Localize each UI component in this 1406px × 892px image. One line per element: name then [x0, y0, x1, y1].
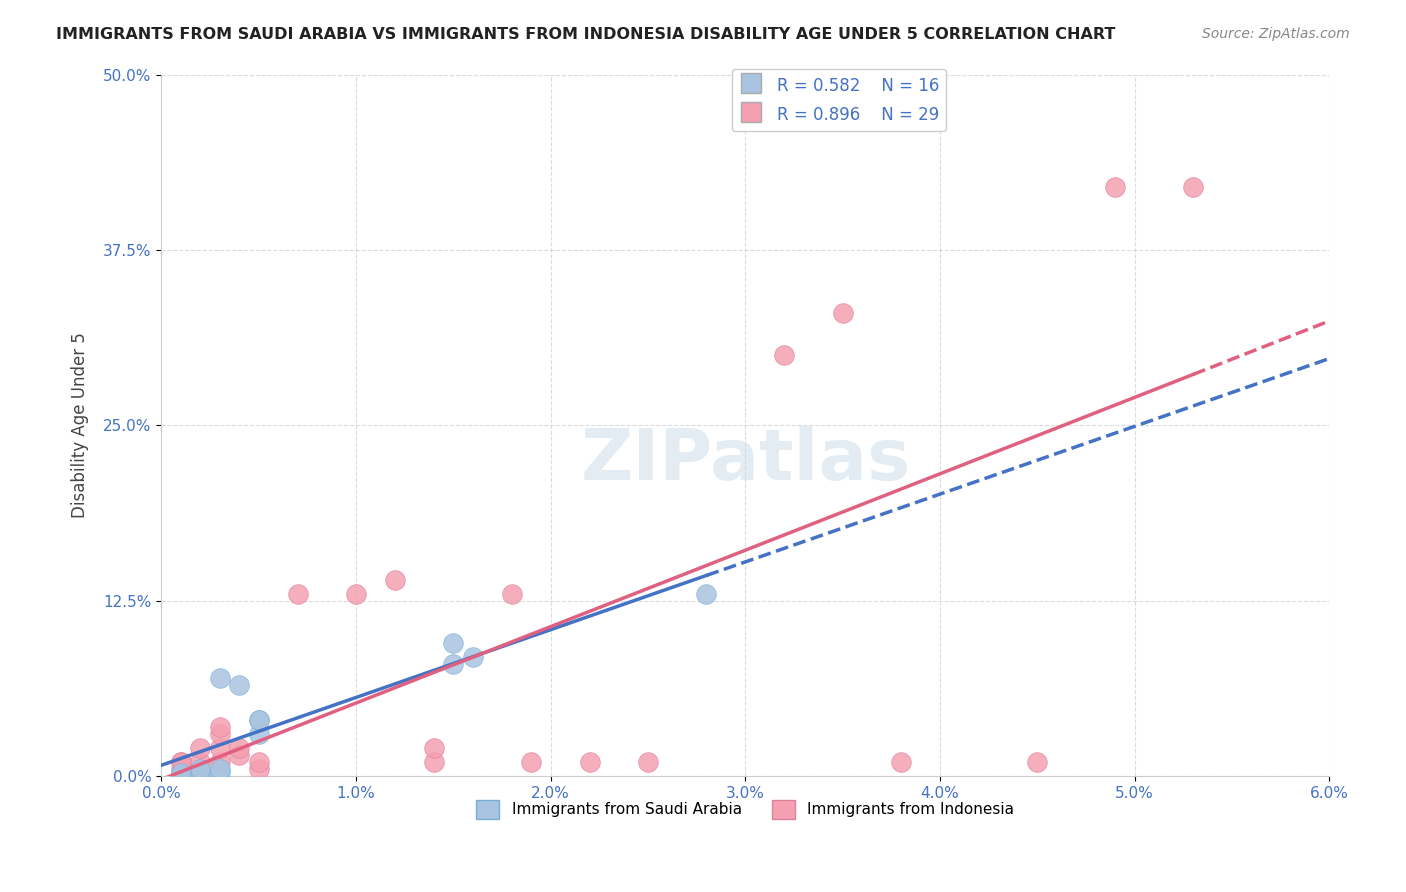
Point	[208, 671, 231, 685]
Text: IMMIGRANTS FROM SAUDI ARABIA VS IMMIGRANTS FROM INDONESIA DISABILITY AGE UNDER 5: IMMIGRANTS FROM SAUDI ARABIA VS IMMIGRAN…	[56, 27, 1115, 42]
Point	[208, 762, 231, 776]
Point	[695, 587, 717, 601]
Point	[188, 764, 211, 778]
Point	[287, 587, 309, 601]
Point	[501, 587, 523, 601]
Point	[247, 713, 270, 727]
Point	[170, 762, 193, 776]
Legend: Immigrants from Saudi Arabia, Immigrants from Indonesia: Immigrants from Saudi Arabia, Immigrants…	[470, 794, 1021, 825]
Point	[637, 755, 659, 769]
Point	[773, 348, 796, 362]
Point	[188, 741, 211, 756]
Point	[170, 766, 193, 780]
Point	[461, 649, 484, 664]
Point	[170, 755, 193, 769]
Point	[170, 755, 193, 769]
Text: Source: ZipAtlas.com: Source: ZipAtlas.com	[1202, 27, 1350, 41]
Point	[441, 657, 464, 671]
Point	[247, 755, 270, 769]
Point	[247, 713, 270, 727]
Text: ZIPatlas: ZIPatlas	[581, 425, 911, 495]
Point	[208, 720, 231, 734]
Point	[188, 768, 211, 782]
Point	[384, 573, 406, 587]
Point	[170, 768, 193, 782]
Point	[208, 741, 231, 756]
Point	[423, 741, 446, 756]
Point	[344, 587, 367, 601]
Point	[247, 762, 270, 776]
Point	[247, 727, 270, 741]
Point	[1182, 179, 1205, 194]
Y-axis label: Disability Age Under 5: Disability Age Under 5	[72, 333, 89, 518]
Point	[423, 755, 446, 769]
Point	[1026, 755, 1049, 769]
Point	[831, 306, 853, 320]
Point	[188, 762, 211, 776]
Point	[441, 636, 464, 650]
Point	[578, 755, 600, 769]
Point	[208, 727, 231, 741]
Point	[188, 762, 211, 776]
Point	[228, 748, 250, 763]
Point	[208, 755, 231, 769]
Point	[1104, 179, 1126, 194]
Point	[890, 755, 912, 769]
Point	[188, 755, 211, 769]
Point	[520, 755, 543, 769]
Point	[228, 678, 250, 692]
Point	[208, 764, 231, 779]
Point	[228, 741, 250, 756]
